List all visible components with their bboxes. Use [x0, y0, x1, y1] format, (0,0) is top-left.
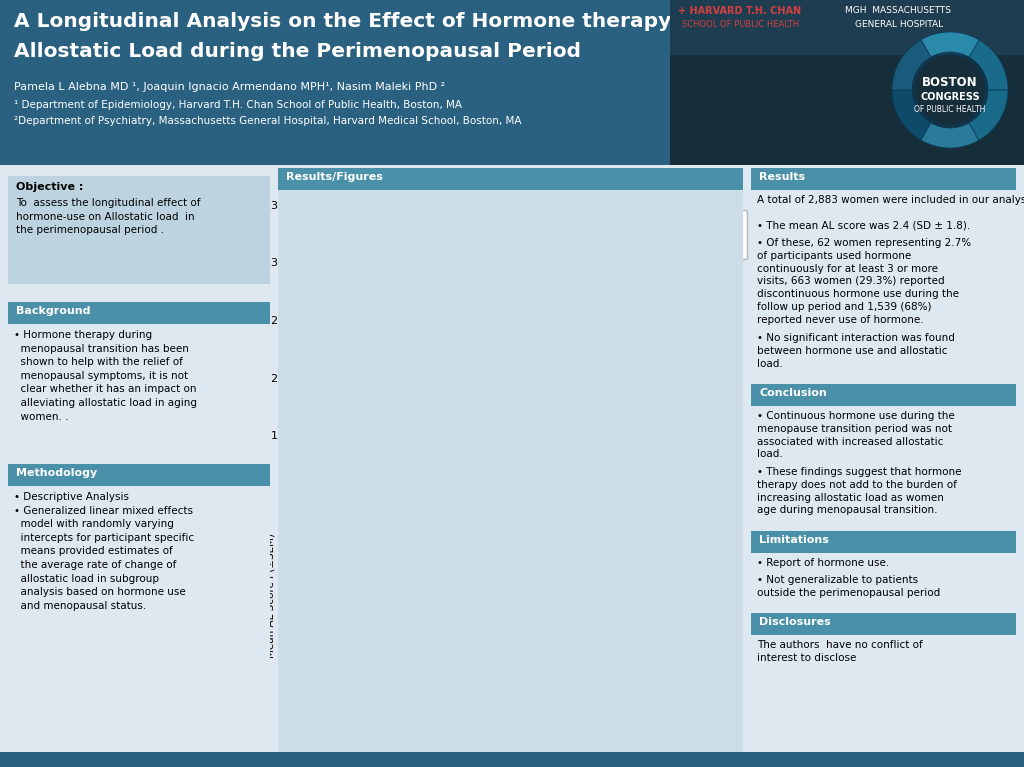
Text: Results: Results [759, 172, 805, 182]
X-axis label: Year of follow up: Year of follow up [390, 740, 496, 750]
Text: Methodology: Methodology [16, 468, 97, 478]
Text: • Of these, 62 women representing 2.7%
of participants used hormone
continuously: • Of these, 62 women representing 2.7% o… [757, 238, 971, 324]
Y-axis label: Unadjusted
Mean AL Score I (±SEM): Unadjusted Mean AL Score I (±SEM) [253, 532, 275, 657]
X-axis label: Year of follow up: Year of follow up [390, 460, 496, 470]
Text: A total of 2,883 women were included in our analysis.: A total of 2,883 women were included in … [757, 195, 1024, 205]
Text: Disclosures: Disclosures [759, 617, 830, 627]
Text: GENERAL HOSPITAL: GENERAL HOSPITAL [855, 20, 943, 29]
Text: Background: Background [16, 306, 90, 316]
Text: To  assess the longitudinal effect of
hormone-use on Allostatic load  in
the per: To assess the longitudinal effect of hor… [16, 198, 201, 235]
Text: ¹ Department of Epidemiology, Harvard T.H. Chan School of Public Health, Boston,: ¹ Department of Epidemiology, Harvard T.… [14, 100, 462, 110]
Wedge shape [921, 32, 979, 57]
Text: • Report of hormone use.: • Report of hormone use. [757, 558, 889, 568]
Y-axis label: Unadjusted
Mean AL Score I (±SEM): Unadjusted Mean AL Score I (±SEM) [243, 258, 265, 383]
Text: SCHOOL OF PUBLIC HEALTH: SCHOOL OF PUBLIC HEALTH [682, 20, 799, 29]
Text: Allostatic Load during the Perimenopausal Period: Allostatic Load during the Perimenopausa… [14, 42, 581, 61]
Wedge shape [969, 90, 1008, 140]
Wedge shape [892, 90, 931, 140]
Text: Results/Figures: Results/Figures [286, 172, 383, 182]
Text: Pamela L Alebna MD ¹, Joaquin Ignacio Armendano MPH¹, Nasim Maleki PhD ²: Pamela L Alebna MD ¹, Joaquin Ignacio Ar… [14, 82, 445, 92]
Text: • The mean AL score was 2.4 (SD ± 1.8).: • The mean AL score was 2.4 (SD ± 1.8). [757, 221, 971, 231]
Text: Objective :: Objective : [16, 182, 83, 192]
Text: CONGRESS: CONGRESS [921, 92, 980, 102]
Text: The authors  have no conflict of
interest to disclose: The authors have no conflict of interest… [757, 640, 923, 663]
Wedge shape [969, 40, 1008, 90]
Text: Conclusion: Conclusion [759, 388, 826, 398]
Text: MGH  MASSACHUSETTS: MGH MASSACHUSETTS [845, 6, 951, 15]
Text: BOSTON: BOSTON [923, 77, 978, 90]
Circle shape [914, 54, 986, 126]
Text: • Not generalizable to patients
outside the perimenopausal period: • Not generalizable to patients outside … [757, 575, 940, 597]
Legend: Continuous use, Discontinuous use, Never used: Continuous use, Discontinuous use, Never… [599, 480, 736, 556]
Text: • No significant interaction was found
between hormone use and allostatic
load.: • No significant interaction was found b… [757, 333, 954, 369]
Legend: Yes, No: Yes, No [599, 210, 746, 259]
Text: A Longitudinal Analysis on the Effect of Hormone therapy on: A Longitudinal Analysis on the Effect of… [14, 12, 707, 31]
Text: ²Department of Psychiatry, Massachusetts General Hospital, Harvard Medical Schoo: ²Department of Psychiatry, Massachusetts… [14, 116, 521, 126]
Text: • Continuous hormone use during the
menopause transition period was not
associat: • Continuous hormone use during the meno… [757, 411, 954, 459]
Wedge shape [921, 123, 979, 148]
Text: • These findings suggest that hormone
therapy does not add to the burden of
incr: • These findings suggest that hormone th… [757, 467, 962, 515]
Text: + HARVARD T.H. CHAN: + HARVARD T.H. CHAN [678, 6, 801, 16]
Text: OF PUBLIC HEALTH: OF PUBLIC HEALTH [914, 106, 986, 114]
Text: Limitations: Limitations [759, 535, 828, 545]
Text: • Descriptive Analysis
• Generalized linear mixed effects
  model with randomly : • Descriptive Analysis • Generalized lin… [14, 492, 195, 611]
Text: • Hormone therapy during
  menopausal transition has been
  shown to help with t: • Hormone therapy during menopausal tran… [14, 330, 197, 422]
Wedge shape [892, 40, 931, 90]
